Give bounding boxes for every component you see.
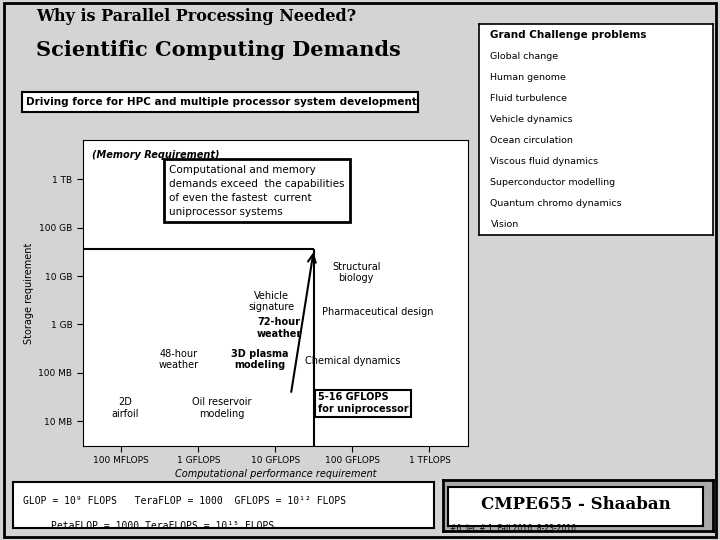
Text: Viscous fluid dynamics: Viscous fluid dynamics — [490, 157, 598, 166]
Text: Pharmaceutical design: Pharmaceutical design — [322, 307, 433, 317]
Text: Why is Parallel Processing Needed?: Why is Parallel Processing Needed? — [36, 8, 356, 25]
Text: Human genome: Human genome — [490, 73, 567, 82]
Text: Vehicle dynamics: Vehicle dynamics — [490, 115, 573, 124]
Text: Scientific Computing Demands: Scientific Computing Demands — [36, 40, 401, 60]
Text: 2D
airfoil: 2D airfoil — [112, 397, 139, 419]
Text: Structural
biology: Structural biology — [332, 262, 381, 284]
Text: PetaFLOP = 1000 TeraFLOPS = 10¹⁵ FLOPS: PetaFLOP = 1000 TeraFLOPS = 10¹⁵ FLOPS — [51, 521, 274, 531]
Text: Ocean circulation: Ocean circulation — [490, 136, 573, 145]
Text: 48-hour
weather: 48-hour weather — [159, 349, 199, 370]
Text: #6  lec # 1  Fall 2016  8-23-2016: #6 lec # 1 Fall 2016 8-23-2016 — [450, 524, 576, 533]
Text: Grand Challenge problems: Grand Challenge problems — [490, 30, 647, 39]
Text: Computational and memory
demands exceed  the capabilities
of even the fastest  c: Computational and memory demands exceed … — [169, 165, 345, 217]
Text: (Memory Requirement): (Memory Requirement) — [92, 150, 220, 160]
Text: 3D plasma
modeling: 3D plasma modeling — [231, 349, 289, 370]
Text: 72-hour
weather: 72-hour weather — [256, 318, 302, 339]
Text: CMPE655 - Shaaban: CMPE655 - Shaaban — [481, 496, 670, 513]
Text: Fluid turbulence: Fluid turbulence — [490, 94, 567, 103]
Text: Superconductor modelling: Superconductor modelling — [490, 178, 616, 187]
Text: Vehicle
signature: Vehicle signature — [248, 291, 294, 312]
Text: Oil reservoir
modeling: Oil reservoir modeling — [192, 397, 251, 419]
Text: Global change: Global change — [490, 52, 559, 60]
Text: Quantum chromo dynamics: Quantum chromo dynamics — [490, 199, 622, 208]
Text: Driving force for HPC and multiple processor system development: Driving force for HPC and multiple proce… — [27, 97, 417, 107]
Text: GLOP = 10⁹ FLOPS   TeraFLOP = 1000  GFLOPS = 10¹² FLOPS: GLOP = 10⁹ FLOPS TeraFLOP = 1000 GFLOPS … — [24, 496, 346, 506]
X-axis label: Computational performance requirement: Computational performance requirement — [175, 469, 376, 479]
Text: 5-16 GFLOPS
for uniprocessor: 5-16 GFLOPS for uniprocessor — [318, 393, 408, 414]
Text: Vision: Vision — [490, 220, 518, 229]
Y-axis label: Storage requirement: Storage requirement — [24, 242, 35, 343]
Text: Chemical dynamics: Chemical dynamics — [305, 356, 400, 366]
